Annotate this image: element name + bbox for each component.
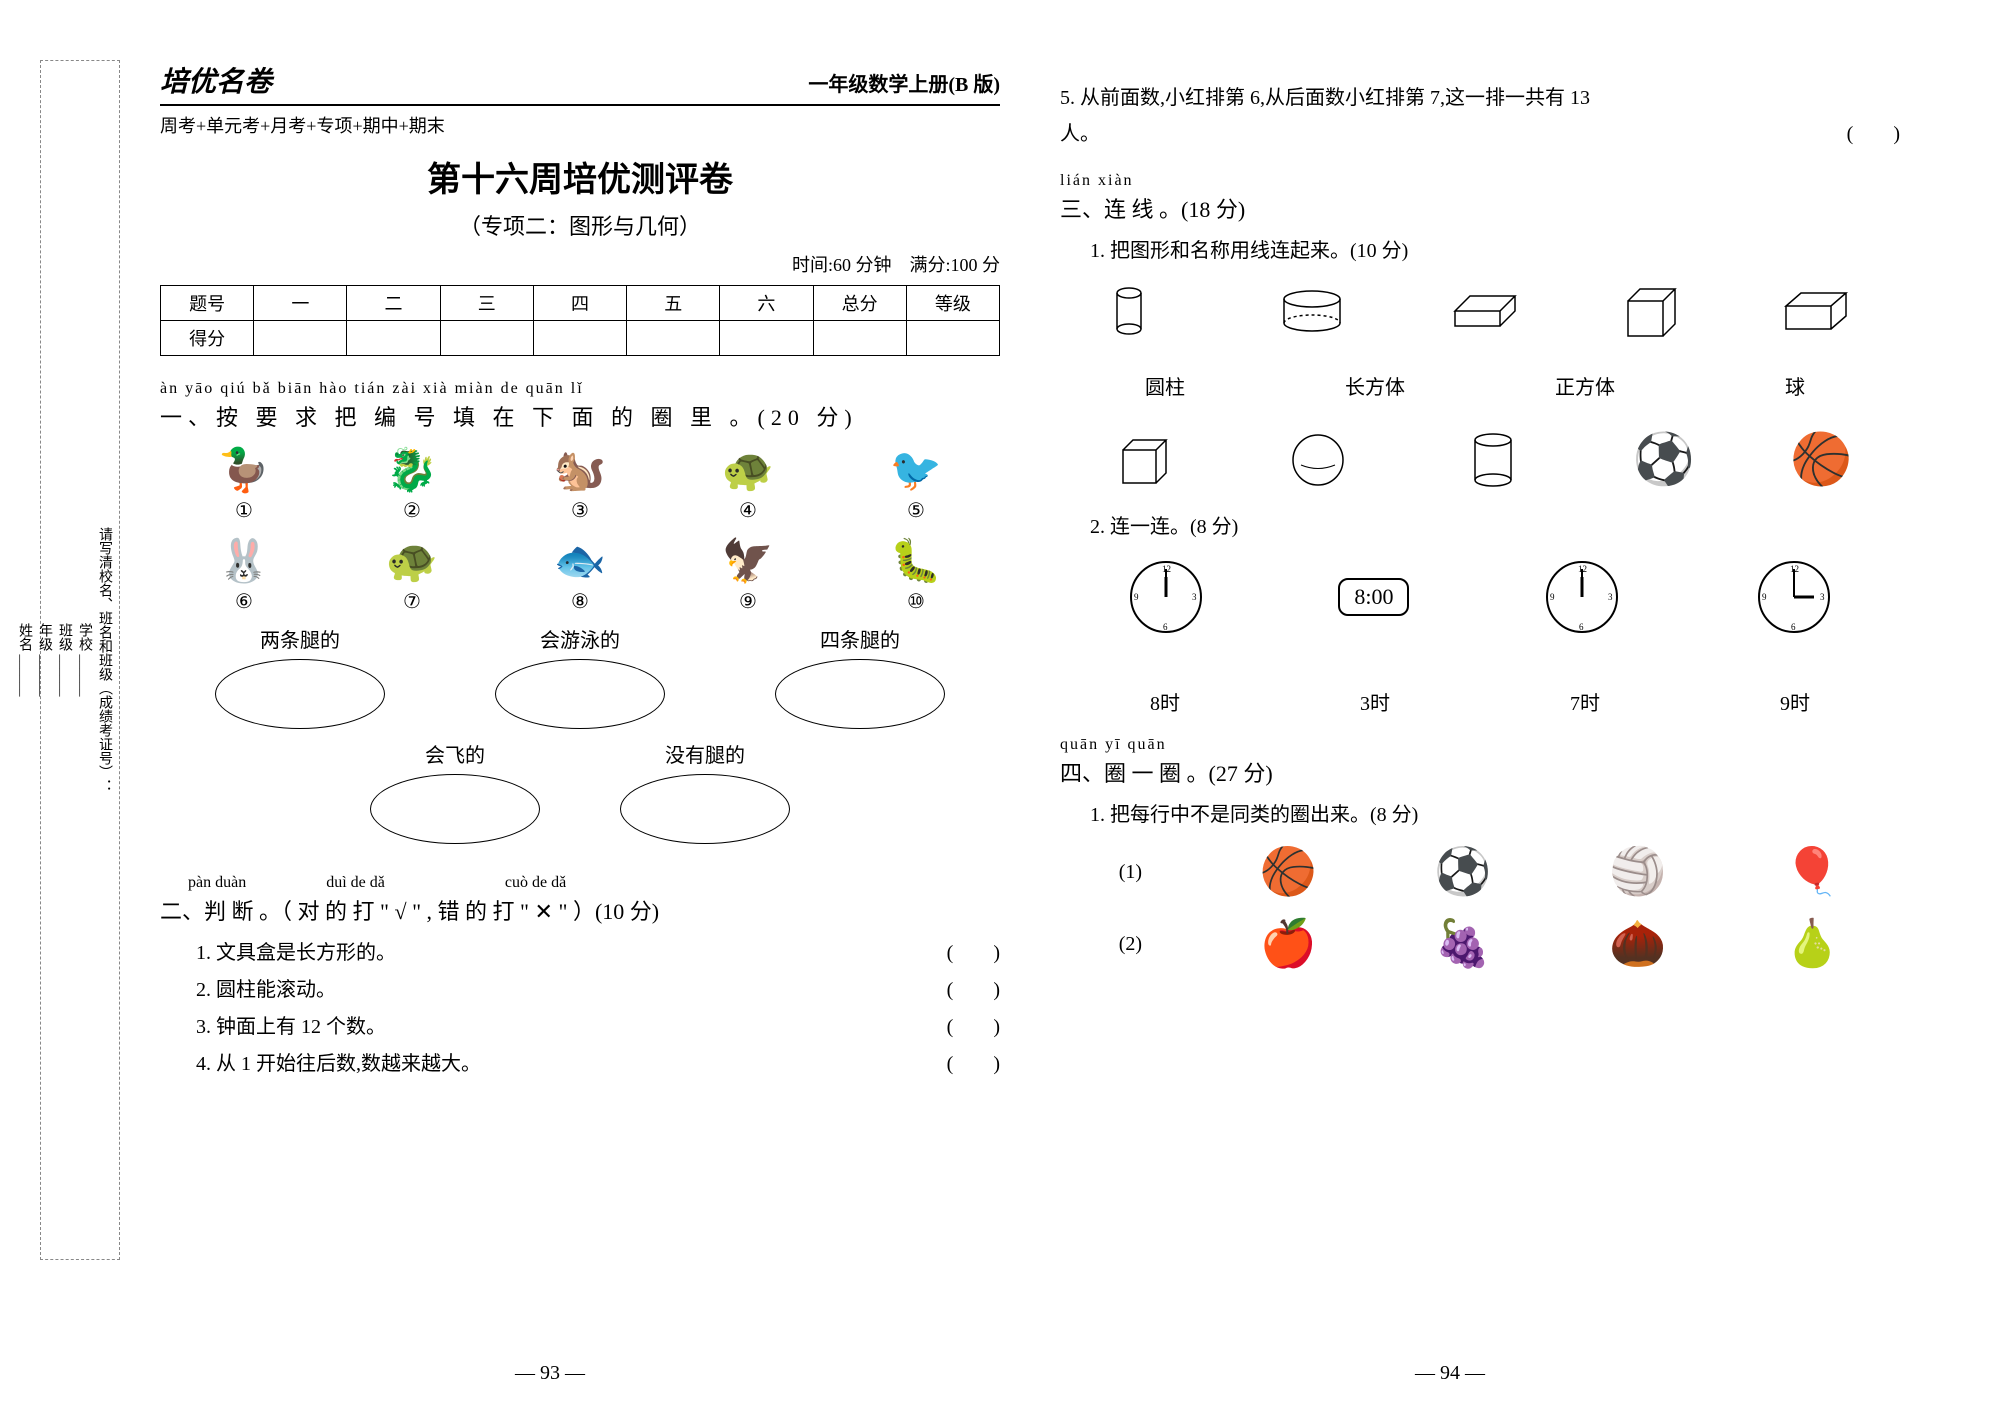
apple-icon: 🍎 (1260, 917, 1317, 971)
svg-text:6: 6 (1791, 622, 1796, 632)
ovals-row-2: 会飞的 没有腿的 (160, 739, 1000, 844)
soccer-icon: ⚽ (1434, 845, 1491, 899)
grade-label: 一年级数学上册(B 版) (808, 68, 1000, 97)
q1-pinyin: àn yāo qiú bǎ biān hào tián zài xià miàn… (160, 380, 1000, 398)
svg-text:3: 3 (1820, 592, 1825, 602)
svg-text:6: 6 (1163, 622, 1168, 632)
chestnut-icon: 🌰 (1609, 917, 1666, 971)
q3-head: 三、连 线 。(18 分) (1060, 192, 1900, 224)
sidebar-grade: 年级 ______ (34, 91, 54, 1229)
time-labels: 8时 3时 7时 9时 (1060, 687, 1900, 716)
q4-head: 四、圈 一 圈 。(27 分) (1060, 756, 1900, 788)
svg-text:12: 12 (1578, 564, 1587, 574)
binding-margin: 请写清校名、班名和班级（成绩考证号）： 学校 ______ 班级 ______ … (40, 60, 120, 1260)
svg-text:9: 9 (1134, 592, 1139, 602)
animals-row-2: 🐰⑥ 🐢⑦ 🐟⑧ 🦅⑨ 🐛⑩ (160, 537, 1000, 614)
title: 第十六周培优测评卷 (160, 152, 1000, 201)
svg-text:12: 12 (1790, 564, 1799, 574)
cube-icon (1608, 281, 1688, 341)
cuboid-flat-icon (1440, 281, 1520, 341)
q3-sub1: 1. 把图形和名称用线连起来。(10 分) (1090, 234, 1900, 263)
page-num-right: — 94 — (1000, 1362, 1900, 1385)
q2-head: 二、判 断 。（ 对 的 打 " √ " , 错 的 打 " ✕ " ）(10 … (160, 894, 1000, 926)
clocks-row: 12 3 6 9 8:00 12 3 6 9 12 3 6 9 (1060, 557, 1900, 637)
q4-row2: (2) 🍎 🍇 🌰 🍐 (1060, 917, 1900, 971)
svg-text:3: 3 (1192, 592, 1197, 602)
sphere-icon (1283, 430, 1363, 490)
grapes-icon: 🍇 (1434, 917, 1491, 971)
left-page: 培优名卷 一年级数学上册(B 版) 周考+单元考+月考+专项+期中+期末 第十六… (130, 60, 1030, 1260)
score-table: 题号一 二三 四五 六总分 等级 得分 (160, 285, 1000, 356)
svg-text:12: 12 (1162, 564, 1171, 574)
ovals-row-1: 两条腿的 会游泳的 四条腿的 (160, 624, 1000, 729)
clock-12b-icon: 12 3 6 9 (1542, 557, 1622, 637)
cube-small-icon (1108, 430, 1188, 490)
animals-row-1: 🦆① 🐉② 🐿️③ 🐢④ 🐦⑤ (160, 446, 1000, 523)
q4-pinyin: quān yī quān (1060, 736, 1900, 754)
sidebar-name: 姓名 ______ (14, 91, 34, 1229)
balloon-icon: 🎈 (1784, 845, 1841, 899)
shape-labels: 圆柱 长方体 正方体 球 (1060, 371, 1900, 400)
svg-text:9: 9 (1550, 592, 1555, 602)
cuboid-icon (1776, 281, 1856, 341)
volleyball-icon: 🏐 (1609, 845, 1666, 899)
subtitle: （专项二：图形与几何） (160, 209, 1000, 241)
time-score: 时间:60 分钟 满分:100 分 (160, 251, 1000, 277)
svg-text:3: 3 (1608, 592, 1613, 602)
basketball-icon: 🏀 (1790, 430, 1852, 490)
logo: 培优名卷 (160, 60, 272, 100)
cylinder-tall-icon (1458, 430, 1538, 490)
page-num-left: — 93 — (100, 1362, 1000, 1385)
subhead: 周考+单元考+月考+专项+期中+期末 (160, 112, 1000, 138)
q4-row1: (1) 🏀 ⚽ 🏐 🎈 (1060, 845, 1900, 899)
digital-clock: 8:00 (1338, 578, 1409, 616)
clock-3-icon: 12 3 6 9 (1754, 557, 1834, 637)
svg-text:6: 6 (1579, 622, 1584, 632)
q2-item5: 5. 从前面数,小红排第 6,从后面数小红排第 7,这一排一共有 13 人。( … (1060, 80, 1900, 152)
sidebar-school: 学校 ______ (74, 91, 94, 1229)
q3-pinyin: lián xiàn (1060, 172, 1900, 190)
cylinder-short-icon (1272, 281, 1352, 341)
clock-12-icon: 12 3 6 9 (1126, 557, 1206, 637)
q1-head: 一、按 要 求 把 编 号 填 在 下 面 的 圈 里 。(20 分) (160, 400, 1000, 432)
right-page: 5. 从前面数,小红排第 6,从后面数小红排第 7,这一排一共有 13 人。( … (1030, 60, 1930, 1260)
q3-sub2: 2. 连一连。(8 分) (1090, 510, 1900, 539)
q4-sub1: 1. 把每行中不是同类的圈出来。(8 分) (1090, 798, 1900, 827)
soccer-ball-icon: ⚽ (1633, 430, 1695, 490)
svg-text:9: 9 (1762, 592, 1767, 602)
sidebar-text-1: 请写清校名、班名和班级（成绩考证号）： (94, 91, 114, 1229)
cylinder-icon (1104, 281, 1184, 341)
pear-icon: 🍐 (1784, 917, 1841, 971)
shapes-row-top (1060, 281, 1900, 341)
sidebar-class: 班级 ______ (54, 91, 74, 1229)
shapes-row-bottom: ⚽ 🏀 (1060, 430, 1900, 490)
basketball-icon: 🏀 (1260, 845, 1317, 899)
